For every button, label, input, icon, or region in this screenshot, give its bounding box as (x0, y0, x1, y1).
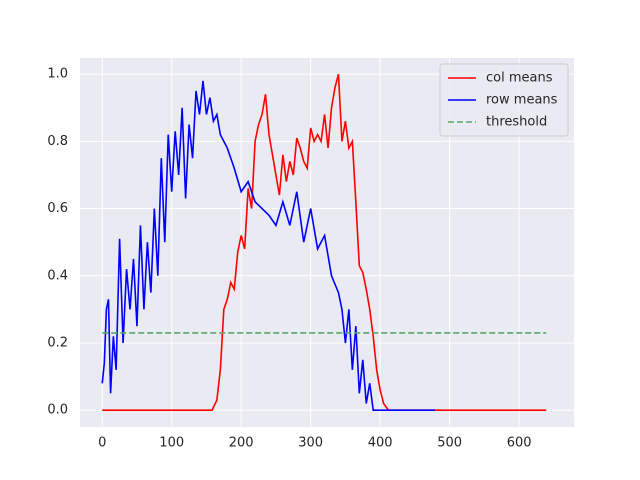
legend: col means row means threshold (439, 63, 569, 137)
y-tick-label: 0.6 (47, 201, 68, 216)
y-tick-label: 0.8 (47, 134, 68, 149)
y-tick-label: 0.2 (47, 335, 68, 350)
x-tick-label: 300 (298, 436, 323, 451)
x-tick-label: 600 (507, 436, 532, 451)
x-tick-label: 200 (229, 436, 254, 451)
tick-labels: 0 100 200 300 400 500 600 0.0 0.2 0.4 0.6 0.8 1.0 (47, 67, 531, 451)
legend-label: threshold (486, 115, 547, 130)
legend-label: col means (486, 71, 553, 86)
y-tick-label: 0.4 (47, 268, 68, 283)
legend-label: row means (486, 93, 558, 108)
x-tick-label: 500 (437, 436, 462, 451)
lines (101, 73, 547, 411)
x-tick-label: 0 (98, 436, 106, 451)
series-line (101, 80, 436, 411)
series-line (102, 73, 547, 411)
x-tick-label: 100 (159, 436, 184, 451)
legend-box (439, 63, 569, 137)
x-tick-label: 400 (368, 436, 393, 451)
y-tick-label: 1.0 (47, 67, 68, 82)
y-tick-label: 0.0 (47, 403, 68, 418)
